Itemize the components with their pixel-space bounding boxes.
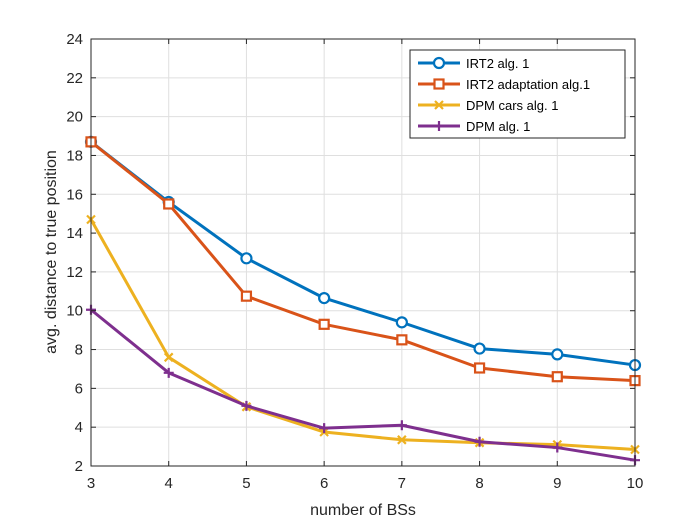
legend-entry: DPM cars alg. 1: [418, 98, 558, 113]
y-tick-label: 24: [66, 31, 83, 48]
data-point: [163, 198, 175, 210]
data-point: [473, 362, 486, 374]
y-tick-label: 8: [75, 342, 83, 359]
legend-marker: [433, 78, 445, 90]
legend-entry: IRT2 alg. 1: [418, 56, 529, 71]
legend-entry: IRT2 adaptation alg.1: [418, 77, 590, 92]
y-tick-label: 20: [66, 109, 83, 126]
y-tick-label: 2: [75, 458, 83, 475]
x-tick-label: 7: [398, 475, 406, 492]
data-point: [396, 420, 407, 431]
series-line: [89, 218, 636, 451]
data-point: [163, 367, 174, 378]
x-tick-label: 6: [320, 475, 328, 492]
data-point: [319, 423, 330, 434]
y-tick-label: 4: [75, 419, 83, 436]
plot-frame: [90, 38, 636, 467]
data-point: [163, 352, 174, 363]
x-tick-label: 8: [475, 475, 483, 492]
legend-marker: [434, 100, 444, 110]
y-tick-label: 12: [66, 264, 83, 281]
legend-marker: [432, 56, 446, 70]
legend-box: [409, 49, 626, 139]
y-tick-label: 10: [66, 303, 83, 320]
data-point: [396, 334, 408, 346]
x-tick-label: 4: [165, 475, 173, 492]
y-tick-label: 16: [66, 186, 83, 203]
x-tick-label: 10: [627, 475, 644, 492]
data-point: [551, 348, 564, 361]
x-tick-label: 5: [242, 475, 250, 492]
y-tick-label: 18: [66, 147, 83, 164]
data-point: [551, 371, 563, 383]
y-axis-label: avg. distance to true position: [43, 150, 60, 354]
legend-marker: [434, 121, 444, 131]
data-point: [395, 316, 408, 329]
legend-label: IRT2 adaptation alg.1: [466, 77, 590, 92]
legend-label: IRT2 alg. 1: [466, 56, 529, 71]
legend-label: DPM alg. 1: [466, 119, 530, 134]
legend-label: DPM cars alg. 1: [466, 98, 558, 113]
x-tick-label: 3: [87, 475, 95, 492]
series-line: [90, 140, 636, 367]
series-line: [90, 140, 636, 383]
data-point: [473, 342, 486, 355]
data-point: [240, 290, 253, 302]
data-point: [318, 292, 331, 305]
data-point: [397, 435, 407, 445]
y-tick-label: 14: [66, 225, 83, 242]
legend: IRT2 alg. 1 IRT2 adaptation alg.1 DPM cars…: [409, 49, 626, 139]
data-point: [241, 400, 252, 411]
series-line: [90, 308, 636, 462]
x-axis-label: number of BSs: [310, 502, 416, 519]
data-point: [474, 436, 485, 447]
series-layer: [84, 135, 642, 466]
y-tick-label: 6: [75, 380, 83, 397]
data-point: [240, 252, 253, 265]
x-tick-label: 9: [553, 475, 561, 492]
legend-entry: DPM alg. 1: [418, 119, 530, 134]
data-point: [318, 318, 330, 330]
y-tick-label: 22: [66, 70, 83, 87]
data-point: [552, 442, 563, 453]
